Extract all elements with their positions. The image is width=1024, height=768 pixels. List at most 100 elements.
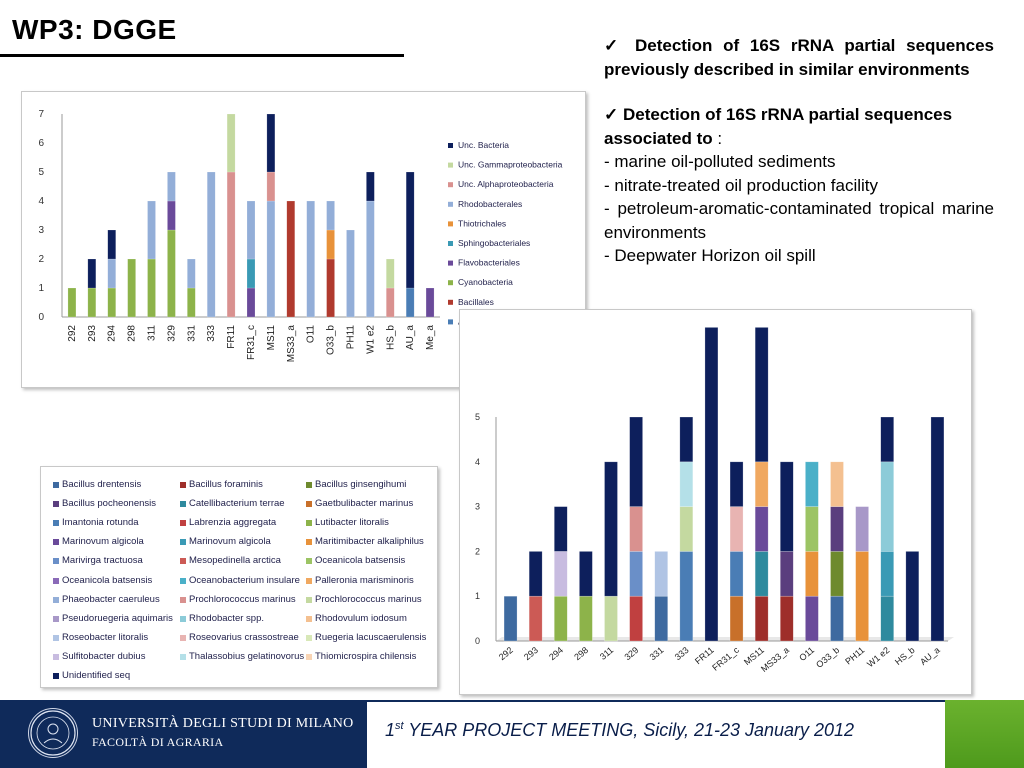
bar-segment — [246, 287, 256, 318]
bar-segment — [779, 551, 794, 597]
x-tick-label: 311 — [598, 645, 615, 662]
legend-label: Marinovum algicola — [189, 536, 271, 548]
x-tick-label: 294 — [547, 645, 565, 662]
bar-segment — [855, 506, 869, 552]
legend-swatch — [53, 482, 59, 488]
legend-swatch — [306, 615, 312, 622]
legend-swatch — [306, 539, 312, 546]
legend-label: Oceanobacterium insulare — [189, 574, 300, 586]
y-tick-label: 0 — [475, 636, 480, 646]
legend-label: Labrenzia aggregata — [189, 517, 277, 529]
species-level-bar-chart: 0 1 2 3 4 5 292 293 294 298 311 329 331 333 FR11 FR31_c… — [459, 309, 972, 695]
x-tick-label: PH11 — [345, 325, 356, 350]
bar-segment — [87, 258, 97, 289]
bar-segment — [405, 171, 415, 289]
university-seal-icon — [28, 708, 78, 758]
check-icon: ✓ — [604, 105, 619, 124]
bar-segment — [579, 595, 593, 642]
legend-swatch — [53, 520, 59, 527]
bar-segment — [754, 595, 769, 642]
bar-segment — [930, 416, 945, 642]
x-tick-label: 294 — [107, 325, 118, 342]
bar-segment — [654, 551, 669, 597]
bar-segment — [187, 287, 196, 318]
bar-segment — [286, 200, 296, 318]
bar-segment — [87, 287, 97, 318]
bar-segment — [880, 595, 895, 642]
bar-segment — [604, 595, 618, 642]
legend-label: Palleronia marisminoris — [315, 574, 414, 586]
legend-swatch — [180, 501, 186, 508]
footer-green-block — [945, 700, 1024, 768]
bar-segment — [67, 287, 77, 318]
legend-swatch — [180, 634, 186, 641]
bar-segment — [704, 327, 719, 642]
bar-segment — [679, 551, 694, 642]
x-tick-label: W1 e2 — [365, 325, 376, 354]
bar-segment — [528, 595, 543, 642]
legend-swatch — [448, 162, 453, 168]
legend-label: Unc. Gammaproteobacteria — [458, 160, 563, 170]
legend-label: Maritimibacter alkaliphilus — [315, 536, 424, 548]
legend-swatch — [306, 596, 312, 603]
findings-text: ✓ Detection of 16S rRNA partial sequence… — [604, 34, 994, 268]
bar-segment — [107, 229, 116, 260]
bar-segment — [405, 287, 415, 318]
bar-segment — [266, 171, 276, 202]
legend-swatch — [180, 558, 186, 565]
bar-segment — [729, 461, 744, 507]
bar-segment — [553, 506, 568, 552]
legend-label: Thiotrichales — [458, 218, 506, 228]
legend-label: Oceanicola batsensis — [62, 574, 153, 586]
bar-segment — [805, 506, 819, 552]
legend-label: Catellibacterium terrae — [189, 498, 285, 510]
env-item-1: - marine oil-polluted sediments — [604, 152, 836, 171]
university-name: UNIVERSITÀ DEGLI STUDI DI MILANO — [92, 716, 354, 731]
bar-segment — [187, 258, 196, 289]
legend-label: Sphingobacteriales — [458, 238, 530, 248]
bar-segment — [167, 200, 176, 231]
bar-segment — [528, 551, 543, 597]
meeting-ordinal-suffix: st — [395, 720, 404, 732]
finding-bullet-1: ✓ Detection of 16S rRNA partial sequence… — [604, 34, 994, 81]
x-tick-label: O33_b — [326, 325, 337, 355]
legend-label: Bacillus pocheonensis — [62, 498, 157, 510]
bar-segment — [830, 551, 844, 597]
legend-label: Rhodobacter spp. — [189, 612, 264, 624]
bar-segment — [107, 287, 116, 318]
bar-segment — [127, 258, 136, 318]
finding-bullet-1-text: Detection of 16S rRNA partial sequences … — [604, 36, 995, 79]
bar-segment — [346, 229, 355, 318]
x-tick-label: 298 — [572, 645, 590, 662]
bar-segment — [629, 551, 643, 597]
x-tick-label: AU_a — [918, 645, 942, 667]
x-tick-label: AU_a — [405, 325, 416, 350]
legend-swatch — [180, 596, 186, 603]
legend-swatch — [306, 482, 312, 488]
legend-label: Oceanicola batsensis — [315, 555, 406, 567]
y-tick-label: 6 — [38, 138, 44, 149]
y-tick-label: 3 — [38, 225, 44, 236]
bar-segment — [326, 229, 335, 260]
legend-label: Bacillus drentensis — [62, 479, 142, 490]
bar-segment — [805, 595, 819, 642]
legend-swatch — [53, 596, 59, 603]
y-tick-label: 5 — [38, 167, 44, 178]
order-level-bar-chart: 0 1 2 3 4 5 6 7 292 293 294 298 311 329 331 333 FR11 FR31… — [21, 91, 586, 388]
legend-swatch — [448, 143, 453, 148]
x-tick-label: W1 e2 — [865, 645, 891, 669]
bar-segment — [167, 229, 176, 318]
bar-segment — [754, 506, 769, 552]
bar-segment — [729, 506, 744, 552]
legend-swatch — [448, 182, 453, 188]
x-tick-label: O11 — [306, 325, 317, 344]
legend-swatch — [306, 634, 312, 641]
legend-swatch — [448, 299, 453, 305]
legend-label: Rhodobacterales — [458, 199, 522, 209]
x-tick-label: 292 — [497, 645, 515, 662]
bar-segment — [880, 551, 895, 597]
legend-label: Ruegeria lacuscaerulensis — [315, 631, 427, 643]
legend-swatch — [53, 539, 59, 546]
legend-swatch — [53, 577, 59, 584]
legend-swatch — [180, 482, 186, 488]
